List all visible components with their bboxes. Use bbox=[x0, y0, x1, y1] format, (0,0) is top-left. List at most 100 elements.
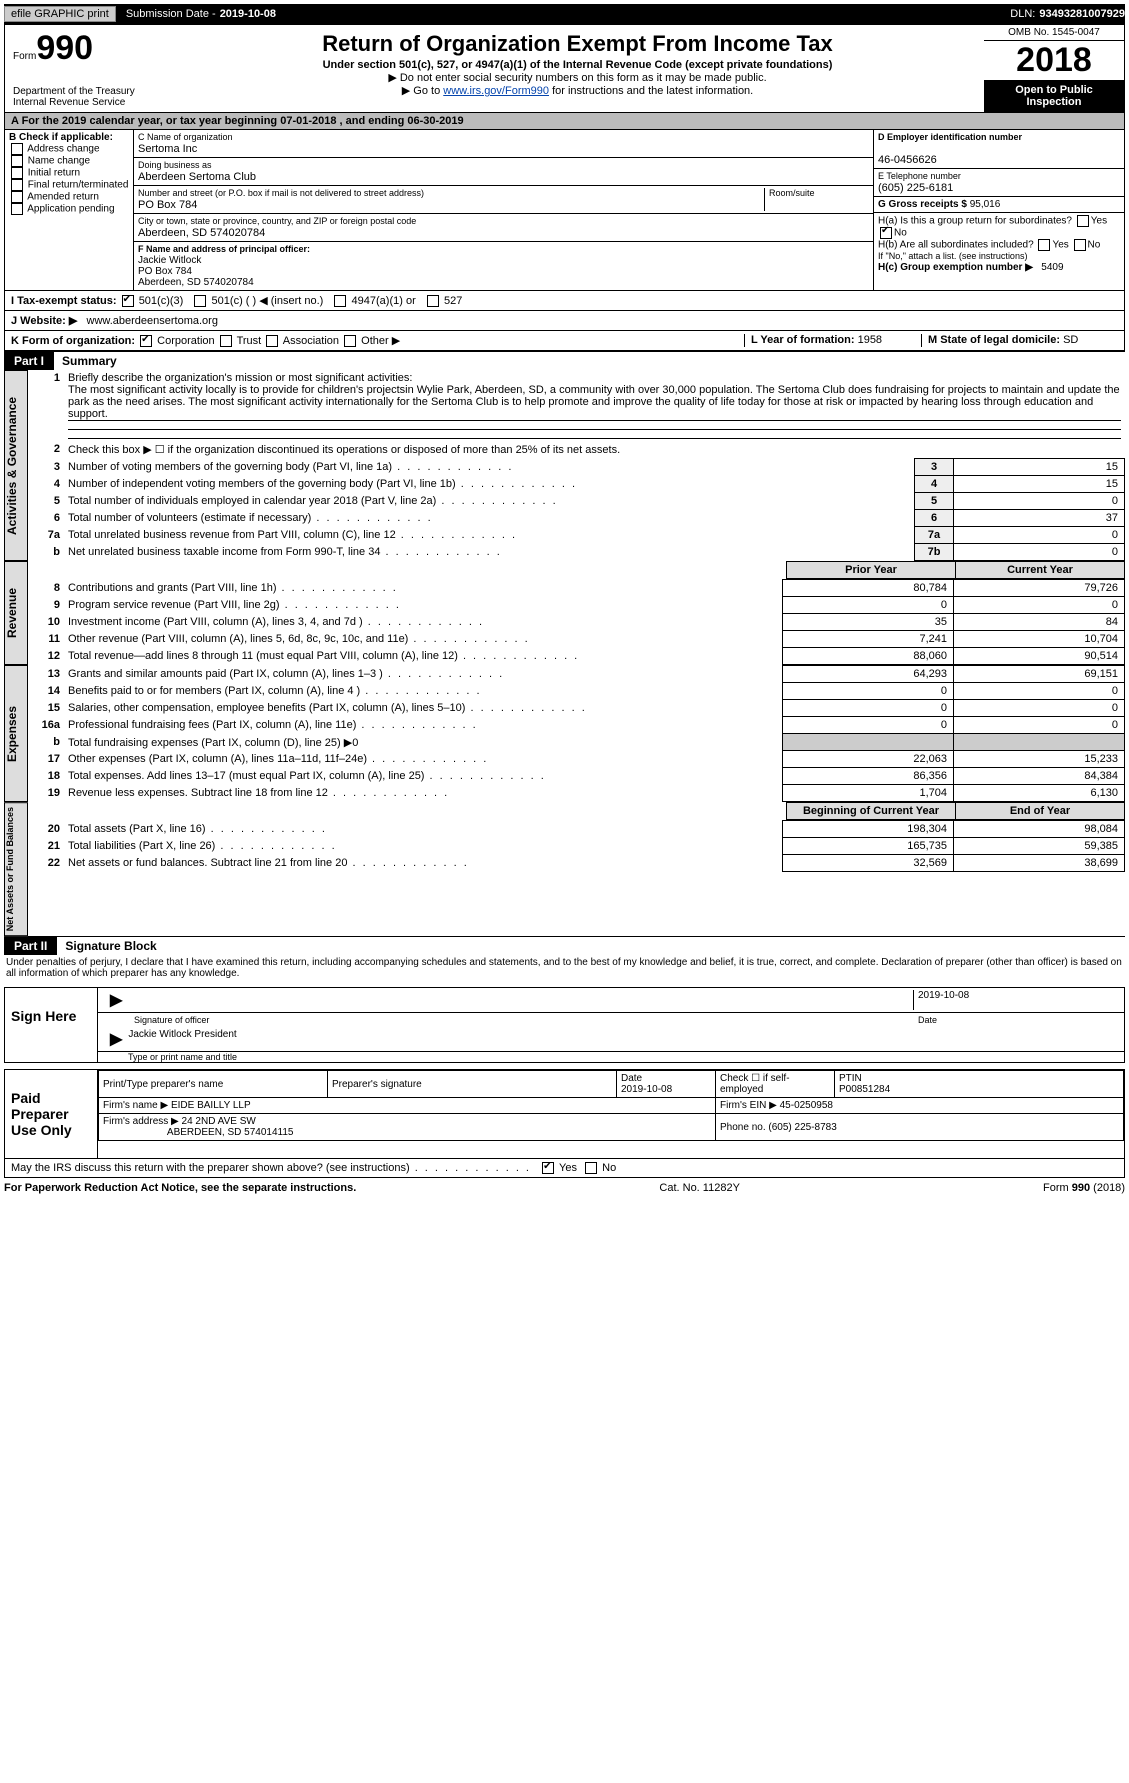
year-form-lbl: L Year of formation: bbox=[751, 334, 855, 346]
open-public-1: Open to Public bbox=[1015, 84, 1093, 96]
part2-label: Part II bbox=[4, 937, 57, 955]
ha-yes[interactable] bbox=[1077, 215, 1089, 227]
hb-no-lbl: No bbox=[1088, 240, 1101, 251]
efile-print-btn[interactable]: efile GRAPHIC print bbox=[4, 6, 116, 22]
hb-lbl: H(b) Are all subordinates included? bbox=[878, 240, 1034, 251]
chk-501c[interactable] bbox=[194, 295, 206, 307]
check-applicable-hdr: B Check if applicable: bbox=[9, 132, 113, 143]
hdr-eoy: End of Year bbox=[956, 803, 1125, 820]
hb-yes[interactable] bbox=[1038, 239, 1050, 251]
tax-year: 2018 bbox=[984, 41, 1124, 80]
check-address[interactable] bbox=[11, 143, 23, 155]
ty-end: 06-30-2019 bbox=[407, 115, 463, 127]
officer-addr2: Aberdeen, SD 574020784 bbox=[138, 277, 254, 288]
paid-prep-label: Paid Preparer Use Only bbox=[5, 1070, 98, 1158]
opt-501c: 501(c) ( ) ◀ (insert no.) bbox=[212, 295, 324, 307]
chk-assoc[interactable] bbox=[266, 335, 278, 347]
form-title: Return of Organization Exempt From Incom… bbox=[175, 31, 980, 57]
part2-title: Signature Block bbox=[57, 939, 156, 953]
preparer-block: Paid Preparer Use Only Print/Type prepar… bbox=[4, 1069, 1125, 1159]
discuss-no[interactable] bbox=[585, 1162, 597, 1174]
name-title-lbl: Type or print name and title bbox=[98, 1052, 1124, 1062]
submission-date-label: Submission Date - bbox=[126, 8, 216, 20]
city-lbl: City or town, state or province, country… bbox=[138, 216, 416, 226]
org-name: Sertoma Inc bbox=[138, 143, 197, 155]
sidebar-expenses: Expenses bbox=[4, 665, 28, 802]
tax-year-row: A For the 2019 calendar year, or tax yea… bbox=[4, 113, 1125, 130]
officer-printed: Jackie Witlock President bbox=[128, 1029, 236, 1049]
footer-mid: Cat. No. 11282Y bbox=[659, 1182, 740, 1194]
footer-right: Form bbox=[1043, 1182, 1072, 1194]
part1-title: Summary bbox=[54, 354, 117, 368]
firm-ein: 45-0250958 bbox=[780, 1100, 833, 1111]
phone-val: (605) 225-6181 bbox=[878, 182, 953, 194]
ty-mid: , and ending bbox=[336, 115, 407, 127]
dba-val: Aberdeen Sertoma Club bbox=[138, 171, 256, 183]
ha-lbl: H(a) Is this a group return for subordin… bbox=[878, 216, 1072, 227]
ssn-note: ▶ Do not enter social security numbers o… bbox=[175, 71, 980, 84]
firm-addr-lbl: Firm's address ▶ bbox=[103, 1116, 179, 1127]
dba-lbl: Doing business as bbox=[138, 160, 212, 170]
lbl-pending: Application pending bbox=[27, 204, 114, 215]
part1-label: Part I bbox=[4, 352, 54, 370]
q2-text: Check this box ▶ ☐ if the organization d… bbox=[64, 441, 1125, 458]
chk-other[interactable] bbox=[344, 335, 356, 347]
arrow-icon: ▶ bbox=[104, 990, 128, 1010]
lbl-name-change: Name change bbox=[28, 156, 90, 167]
chk-corp[interactable] bbox=[140, 335, 152, 347]
officer-addr1: PO Box 784 bbox=[138, 266, 192, 277]
open-public-2: Inspection bbox=[1026, 96, 1081, 108]
ein-lbl: D Employer identification number bbox=[878, 132, 1022, 142]
opt-trust: Trust bbox=[237, 335, 262, 347]
hb-note: If "No," attach a list. (see instruction… bbox=[878, 251, 1027, 261]
city-val: Aberdeen, SD 574020784 bbox=[138, 227, 265, 239]
arrow-icon-2: ▶ bbox=[104, 1029, 128, 1049]
ha-no[interactable] bbox=[880, 227, 892, 239]
street-val: PO Box 784 bbox=[138, 199, 197, 211]
prep-h3: Date bbox=[621, 1073, 642, 1084]
prep-h2: Preparer's signature bbox=[328, 1071, 617, 1098]
check-amended[interactable] bbox=[11, 191, 23, 203]
q1-lbl: Briefly describe the organization's miss… bbox=[68, 372, 412, 384]
check-initial[interactable] bbox=[11, 167, 23, 179]
chk-trust[interactable] bbox=[220, 335, 232, 347]
opt-501c3: 501(c)(3) bbox=[139, 295, 184, 307]
form-org-lbl: K Form of organization: bbox=[11, 335, 135, 347]
omb-number: OMB No. 1545-0047 bbox=[984, 25, 1124, 41]
ptin-val: P00851284 bbox=[839, 1084, 890, 1095]
firm-phone-lbl: Phone no. bbox=[720, 1122, 766, 1133]
officer-lbl: F Name and address of principal officer: bbox=[138, 244, 310, 254]
discuss-lbl: May the IRS discuss this return with the… bbox=[11, 1162, 531, 1174]
chk-4947[interactable] bbox=[334, 295, 346, 307]
chk-501c3[interactable] bbox=[122, 295, 134, 307]
opt-527: 527 bbox=[444, 295, 462, 307]
footer-left: For Paperwork Reduction Act Notice, see … bbox=[4, 1182, 356, 1194]
prep-h5: PTIN bbox=[839, 1073, 862, 1084]
firm-lbl: Firm's name ▶ bbox=[103, 1100, 168, 1111]
tax-status-lbl: I Tax-exempt status: bbox=[11, 295, 117, 307]
ha-yes-lbl: Yes bbox=[1091, 216, 1107, 227]
declaration: Under penalties of perjury, I declare th… bbox=[4, 955, 1125, 981]
firm-phone: (605) 225-8783 bbox=[768, 1122, 836, 1133]
goto-post: for instructions and the latest informat… bbox=[549, 85, 753, 97]
gross-lbl: G Gross receipts $ bbox=[878, 199, 967, 210]
irs-link[interactable]: www.irs.gov/Form990 bbox=[443, 85, 549, 97]
check-pending[interactable] bbox=[11, 203, 23, 215]
footer-year: 2018 bbox=[1097, 1182, 1121, 1194]
hb-no[interactable] bbox=[1074, 239, 1086, 251]
dln-label: DLN: bbox=[1010, 8, 1035, 20]
prep-h4: Check ☐ if self-employed bbox=[716, 1071, 835, 1098]
street-lbl: Number and street (or P.O. box if mail i… bbox=[138, 188, 424, 198]
sig-date-lbl: Date bbox=[918, 1015, 1118, 1025]
prep-date: 2019-10-08 bbox=[621, 1084, 672, 1095]
chk-527[interactable] bbox=[427, 295, 439, 307]
check-final[interactable] bbox=[11, 179, 23, 191]
dept-treasury: Department of the Treasury bbox=[13, 86, 163, 97]
check-name[interactable] bbox=[11, 155, 23, 167]
firm-val: EIDE BAILLY LLP bbox=[171, 1100, 251, 1111]
firm-addr2: ABERDEEN, SD 574014115 bbox=[167, 1127, 294, 1138]
hdr-bcy: Beginning of Current Year bbox=[787, 803, 956, 820]
hb-yes-lbl: Yes bbox=[1052, 240, 1068, 251]
room-lbl: Room/suite bbox=[769, 188, 815, 198]
discuss-yes[interactable] bbox=[542, 1162, 554, 1174]
